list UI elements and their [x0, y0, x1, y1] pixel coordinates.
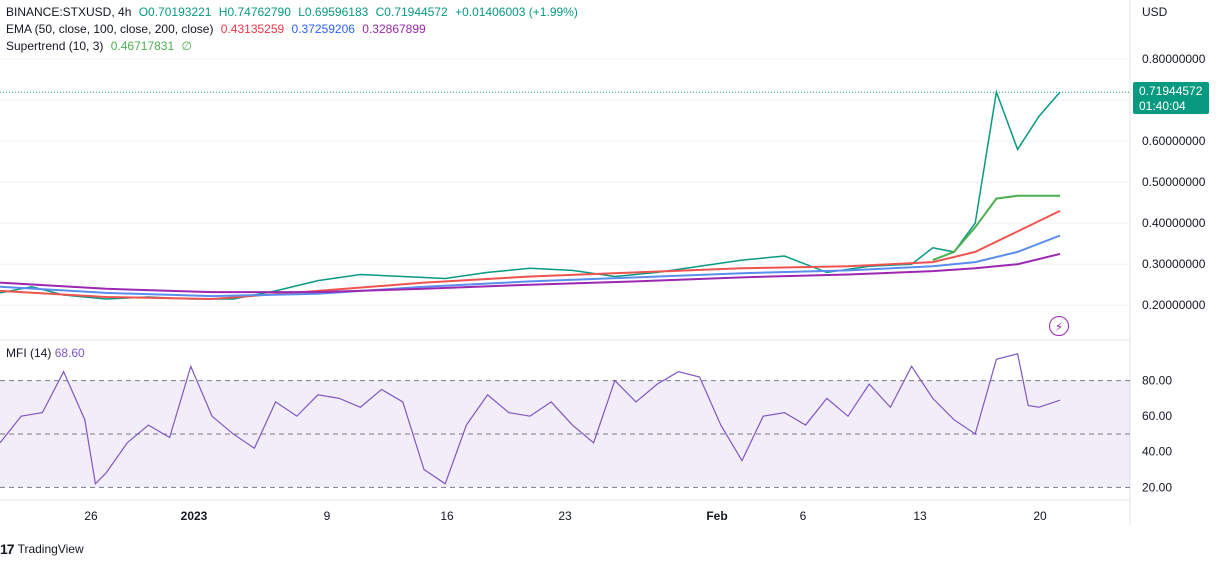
supertrend-legend: Supertrend (10, 3) 0.46717831 ∅ [6, 38, 196, 54]
time-axis[interactable]: 26 2023 9 16 23 Feb 6 13 20 [84, 509, 1047, 523]
ema200-value: 0.32867899 [362, 22, 426, 36]
time-tick-label: 23 [558, 509, 572, 523]
time-tick-label: 6 [800, 509, 807, 523]
high-value: H0.74762790 [218, 5, 291, 19]
series-ema-100 [0, 234, 1061, 298]
main-grid [0, 58, 1130, 306]
main-series-group [0, 89, 1061, 301]
tradingview-brand[interactable]: 17 TradingView [0, 541, 84, 557]
last-price-tag: 0.71944572 01:40:04 [1133, 82, 1209, 114]
mfi-tick-label: 80.00 [1142, 374, 1172, 388]
mfi-value: 68.60 [54, 346, 85, 360]
time-tick-label: 26 [84, 509, 98, 523]
price-tick-label: 0.20000000 [1142, 298, 1206, 312]
supertrend-label[interactable]: Supertrend (10, 3) [6, 39, 104, 53]
mfi-tick-label: 40.00 [1142, 445, 1172, 459]
series-ema-200 [0, 252, 1061, 294]
mfi-axis[interactable]: 80.00 60.00 40.00 20.00 [1142, 374, 1172, 495]
low-value: L0.69596183 [298, 5, 369, 19]
mfi-series-group [0, 353, 1061, 486]
mfi-band-fill [0, 380, 1130, 488]
price-tick-label: 0.60000000 [1142, 134, 1206, 148]
mfi-tick-label: 20.00 [1142, 480, 1172, 494]
brand-name: TradingView [17, 542, 84, 556]
mfi-legend: MFI (14) 68.60 [6, 346, 85, 360]
mfi-band-group [0, 380, 1130, 488]
currency-label[interactable]: USD [1142, 5, 1168, 19]
series-ema-50 [0, 209, 1061, 301]
lightning-icon[interactable]: ⚡ [1049, 316, 1069, 336]
chart-header: BINANCE:STXUSD, 4h O0.70193221 H0.747627… [6, 4, 582, 20]
symbol-label[interactable]: BINANCE:STXUSD, 4h [6, 5, 132, 19]
ema100-value: 0.37259206 [291, 22, 355, 36]
series-mfi [0, 353, 1061, 486]
mfi-label[interactable]: MFI (14) [6, 346, 52, 360]
mfi-tick-label: 60.00 [1142, 409, 1172, 423]
ema-legend: EMA (50, close, 100, close, 200, close) … [6, 21, 430, 37]
tradingview-logo-icon: 17 [0, 541, 15, 557]
price-tick-label: 0.80000000 [1142, 52, 1206, 66]
time-tick-label: 20 [1033, 509, 1047, 523]
price-tick-label: 0.40000000 [1142, 216, 1206, 230]
ema-label[interactable]: EMA (50, close, 100, close, 200, close) [6, 22, 214, 36]
time-tick-label: 9 [324, 509, 331, 523]
series-supertrend [932, 194, 1060, 262]
price-tick-label: 0.50000000 [1142, 175, 1206, 189]
time-tick-label: 16 [440, 509, 454, 523]
ema50-value: 0.43135259 [220, 22, 285, 36]
change-value: +0.01406003 (+1.99%) [455, 5, 578, 19]
supertrend-value: 0.46717831 [110, 39, 175, 53]
supertrend-extra: ∅ [181, 39, 192, 53]
time-tick-label: Feb [706, 509, 727, 523]
last-price-value: 0.71944572 [1139, 84, 1203, 98]
open-value: O0.70193221 [138, 5, 212, 19]
bar-countdown: 01:40:04 [1139, 99, 1186, 113]
time-tick-label: 13 [913, 509, 927, 523]
time-tick-label: 2023 [181, 509, 208, 523]
close-value: C0.71944572 [375, 5, 448, 19]
price-tick-label: 0.30000000 [1142, 257, 1206, 271]
